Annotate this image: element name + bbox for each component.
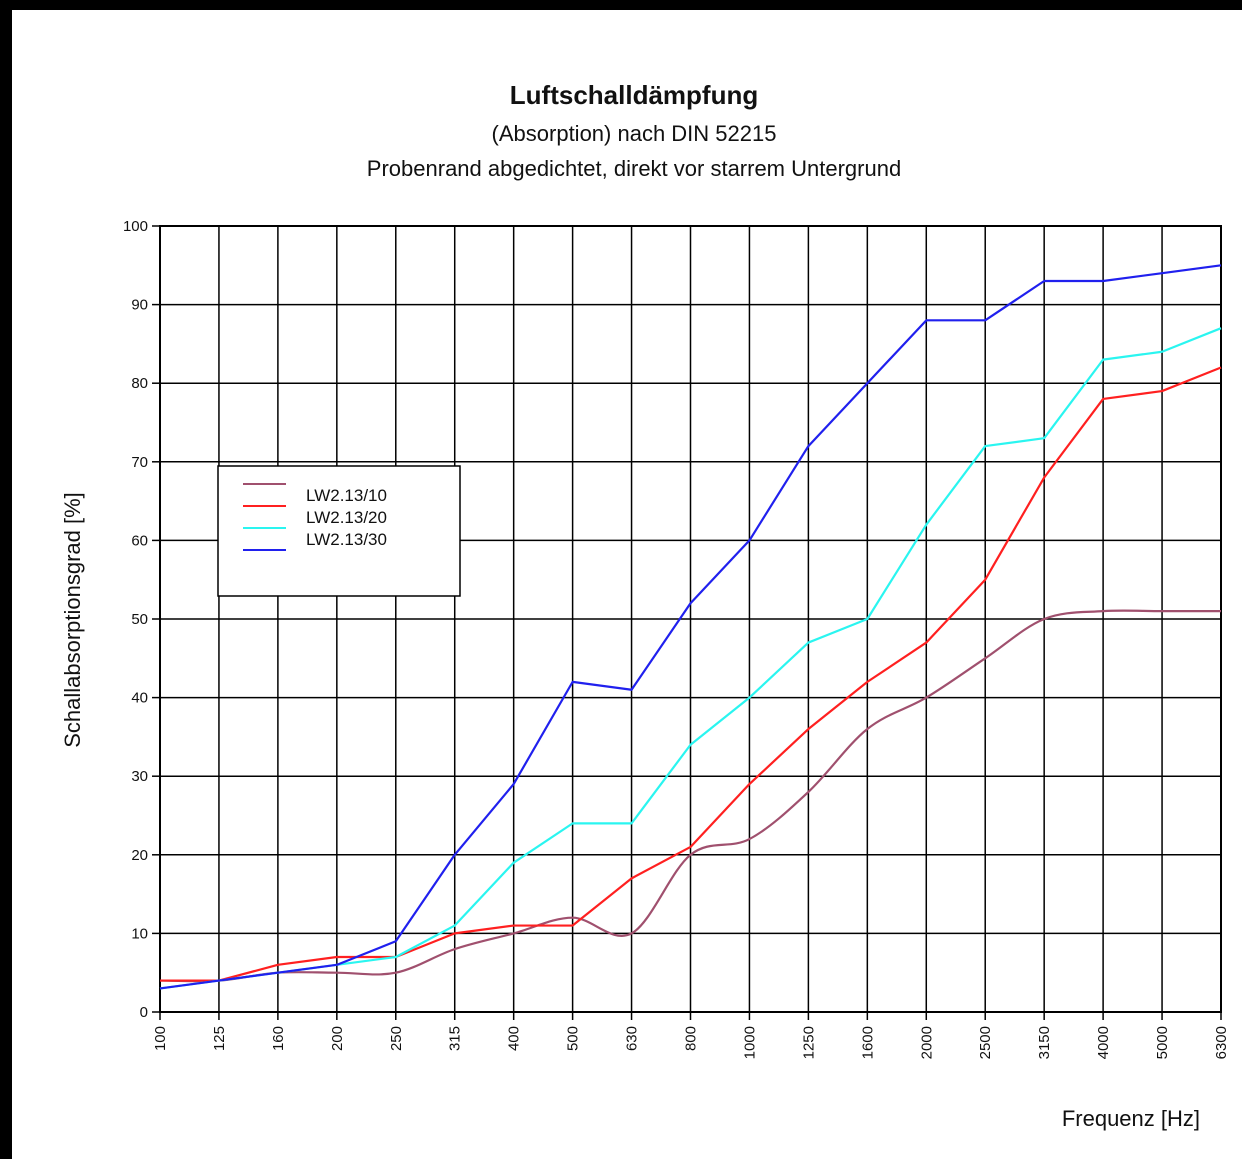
x-tick-label: 250	[388, 1026, 405, 1051]
x-tick-label: 1000	[741, 1026, 758, 1059]
y-tick-label: 60	[131, 532, 148, 549]
x-tick-label: 6300	[1213, 1026, 1230, 1059]
legend-label-3: LW2.13/30	[306, 530, 387, 549]
legend-box	[217, 465, 461, 597]
x-tick-label: 500	[565, 1026, 582, 1051]
chart-title: Luftschalldämpfung	[510, 80, 758, 110]
x-tick-label: 630	[624, 1026, 641, 1051]
x-tick-label: 125	[211, 1026, 228, 1051]
series-line-1	[159, 609, 1221, 983]
x-tick-label: 3150	[1036, 1026, 1053, 1059]
x-tick-label: 5000	[1154, 1026, 1171, 1059]
y-tick-label: 90	[131, 297, 148, 314]
x-tick-label: 4000	[1095, 1026, 1112, 1059]
x-tick-label: 2000	[918, 1026, 935, 1059]
y-axis-ticks: 0 10 20 30 40 50 60 70 80 90 100	[123, 218, 160, 1021]
x-tick-label: 2500	[977, 1026, 994, 1059]
y-tick-label: 50	[131, 611, 148, 628]
series-line-2	[160, 366, 1222, 982]
x-tick-label: 100	[152, 1026, 169, 1051]
legend-label-2: LW2.13/20	[306, 508, 387, 527]
x-tick-label: 160	[270, 1026, 287, 1051]
x-tick-label: 200	[329, 1026, 346, 1051]
x-tick-label: 315	[447, 1026, 464, 1051]
y-tick-label: 80	[131, 375, 148, 392]
x-axis-label: Frequenz [Hz]	[1062, 1106, 1200, 1131]
x-tick-label: 1250	[800, 1026, 817, 1059]
y-tick-label: 70	[131, 454, 148, 471]
y-tick-label: 20	[131, 847, 148, 864]
plot-grid	[159, 225, 1222, 1013]
series-lines	[159, 264, 1222, 990]
x-tick-label: 800	[683, 1026, 700, 1051]
x-tick-label: 1600	[859, 1026, 876, 1059]
chart-subtitle-1: (Absorption) nach DIN 52215	[492, 121, 777, 146]
y-tick-label: 30	[131, 768, 148, 785]
series-line-4	[159, 264, 1222, 990]
x-axis-ticks: 100 125 160 200 250 315 400 500 630 800 1000 1250 16…	[152, 1012, 1230, 1059]
legend: LW2.13/10 LW2.13/20 LW2.13/30	[217, 465, 461, 597]
x-tick-label: 400	[506, 1026, 523, 1051]
chart-subtitle-2: Probenrand abgedichtet, direkt vor starr…	[367, 156, 901, 181]
y-axis-label: Schallabsorptionsgrad [%]	[60, 492, 85, 748]
legend-label-1: LW2.13/10	[306, 486, 387, 505]
y-tick-label: 10	[131, 925, 148, 942]
y-tick-label: 0	[140, 1004, 148, 1021]
y-tick-label: 40	[131, 690, 148, 707]
y-tick-label: 100	[123, 218, 148, 235]
